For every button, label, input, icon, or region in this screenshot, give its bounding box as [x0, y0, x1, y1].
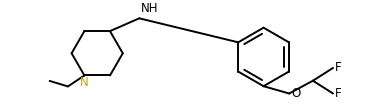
Text: NH: NH: [141, 2, 159, 15]
Text: N: N: [80, 76, 89, 89]
Text: F: F: [335, 87, 342, 100]
Text: F: F: [335, 61, 342, 74]
Text: O: O: [291, 87, 300, 100]
